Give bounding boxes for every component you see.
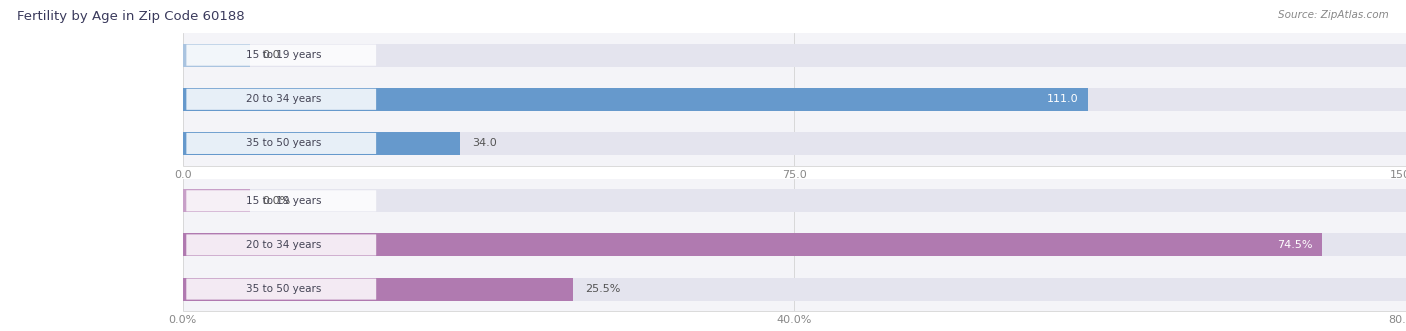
Text: 34.0: 34.0 bbox=[472, 138, 498, 148]
Text: Source: ZipAtlas.com: Source: ZipAtlas.com bbox=[1278, 10, 1389, 20]
Text: 15 to 19 years: 15 to 19 years bbox=[246, 196, 322, 206]
Bar bbox=[183, 278, 572, 301]
FancyBboxPatch shape bbox=[187, 89, 377, 110]
FancyBboxPatch shape bbox=[187, 278, 377, 300]
Text: 74.5%: 74.5% bbox=[1277, 240, 1312, 250]
FancyBboxPatch shape bbox=[187, 234, 377, 256]
FancyBboxPatch shape bbox=[187, 133, 377, 154]
FancyBboxPatch shape bbox=[187, 45, 377, 66]
Bar bbox=[183, 233, 1406, 257]
Text: 20 to 34 years: 20 to 34 years bbox=[246, 240, 322, 250]
Bar bbox=[183, 88, 1088, 111]
Bar bbox=[183, 189, 1406, 212]
Bar bbox=[183, 132, 460, 155]
FancyBboxPatch shape bbox=[187, 190, 377, 212]
Text: 25.5%: 25.5% bbox=[585, 284, 620, 294]
Bar bbox=[183, 233, 1322, 257]
Bar bbox=[183, 132, 1406, 155]
Bar bbox=[183, 88, 1406, 111]
Text: 111.0: 111.0 bbox=[1046, 94, 1078, 104]
Text: 0.0%: 0.0% bbox=[263, 196, 291, 206]
Text: 20 to 34 years: 20 to 34 years bbox=[246, 94, 322, 104]
Bar bbox=[183, 278, 1406, 301]
Bar bbox=[183, 44, 1406, 67]
Text: 0.0: 0.0 bbox=[263, 50, 280, 60]
Bar bbox=[183, 189, 250, 212]
Text: 35 to 50 years: 35 to 50 years bbox=[246, 138, 322, 148]
Text: 15 to 19 years: 15 to 19 years bbox=[246, 50, 322, 60]
Bar bbox=[183, 44, 250, 67]
Text: Fertility by Age in Zip Code 60188: Fertility by Age in Zip Code 60188 bbox=[17, 10, 245, 23]
Text: 35 to 50 years: 35 to 50 years bbox=[246, 284, 322, 294]
